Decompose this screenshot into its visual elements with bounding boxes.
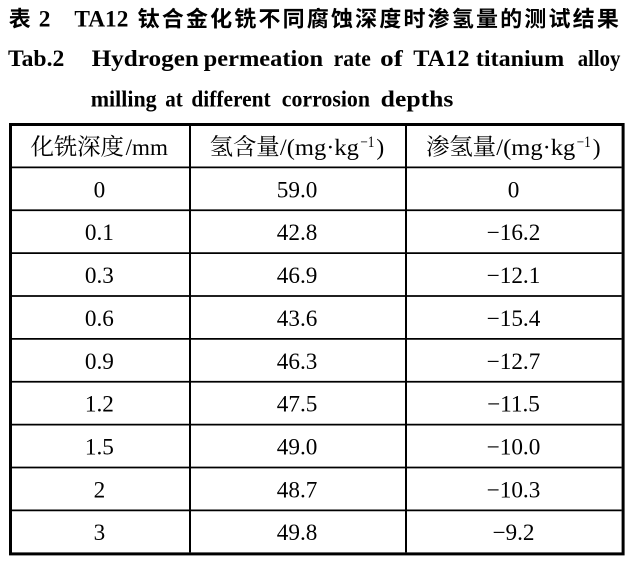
svg-text:3: 3 xyxy=(94,520,106,546)
svg-text:−11.5: −11.5 xyxy=(487,392,540,418)
svg-text:48.7: 48.7 xyxy=(277,477,318,503)
svg-text:Hydrogen: Hydrogen xyxy=(92,46,200,71)
svg-text:of: of xyxy=(380,46,403,71)
svg-text:−15.4: −15.4 xyxy=(487,306,541,332)
svg-text:TA12: TA12 xyxy=(413,46,469,71)
svg-text:2: 2 xyxy=(94,477,106,503)
svg-text:depths: depths xyxy=(381,87,454,112)
svg-text:42.8: 42.8 xyxy=(277,220,318,246)
svg-text:/(mg·kg: /(mg·kg xyxy=(280,135,359,161)
svg-text:corrosion: corrosion xyxy=(282,87,371,112)
svg-text:permeation: permeation xyxy=(204,46,324,71)
svg-text:titanium: titanium xyxy=(476,46,564,71)
svg-text:Tab.2: Tab.2 xyxy=(8,46,64,71)
svg-text:46.3: 46.3 xyxy=(277,349,318,375)
svg-text:−10.3: −10.3 xyxy=(487,477,541,503)
svg-text:/mm: /mm xyxy=(126,135,169,160)
svg-text:0.6: 0.6 xyxy=(85,306,114,332)
svg-text:0: 0 xyxy=(94,177,106,203)
svg-text:−9.2: −9.2 xyxy=(492,520,534,546)
svg-text:0: 0 xyxy=(508,177,520,203)
svg-text:46.9: 46.9 xyxy=(277,263,318,289)
svg-text:at: at xyxy=(165,87,183,112)
svg-text:rate: rate xyxy=(334,46,371,71)
svg-text:2: 2 xyxy=(39,6,51,32)
svg-text:1.5: 1.5 xyxy=(85,435,114,461)
svg-text:49.8: 49.8 xyxy=(277,520,318,546)
svg-text:49.0: 49.0 xyxy=(277,435,318,461)
svg-text:/(mg·kg: /(mg·kg xyxy=(496,135,575,161)
svg-text:−1: −1 xyxy=(577,134,591,151)
svg-text:milling: milling xyxy=(91,87,158,112)
svg-text:−1: −1 xyxy=(360,134,374,151)
svg-text:0.3: 0.3 xyxy=(85,263,114,289)
svg-text:different: different xyxy=(191,87,271,112)
svg-text:−12.7: −12.7 xyxy=(487,349,541,375)
svg-text:1.2: 1.2 xyxy=(85,392,114,418)
svg-text:−12.1: −12.1 xyxy=(487,263,541,289)
svg-text:): ) xyxy=(593,135,601,161)
svg-text:−16.2: −16.2 xyxy=(487,220,541,246)
svg-text:): ) xyxy=(376,135,384,161)
svg-text:0.1: 0.1 xyxy=(85,220,114,246)
svg-text:−10.0: −10.0 xyxy=(487,435,541,461)
svg-text:TA12: TA12 xyxy=(74,6,128,32)
svg-text:alloy: alloy xyxy=(578,46,621,71)
svg-text:0.9: 0.9 xyxy=(85,349,114,375)
svg-text:43.6: 43.6 xyxy=(277,306,318,332)
svg-text:47.5: 47.5 xyxy=(277,392,318,418)
svg-text:59.0: 59.0 xyxy=(277,177,318,203)
